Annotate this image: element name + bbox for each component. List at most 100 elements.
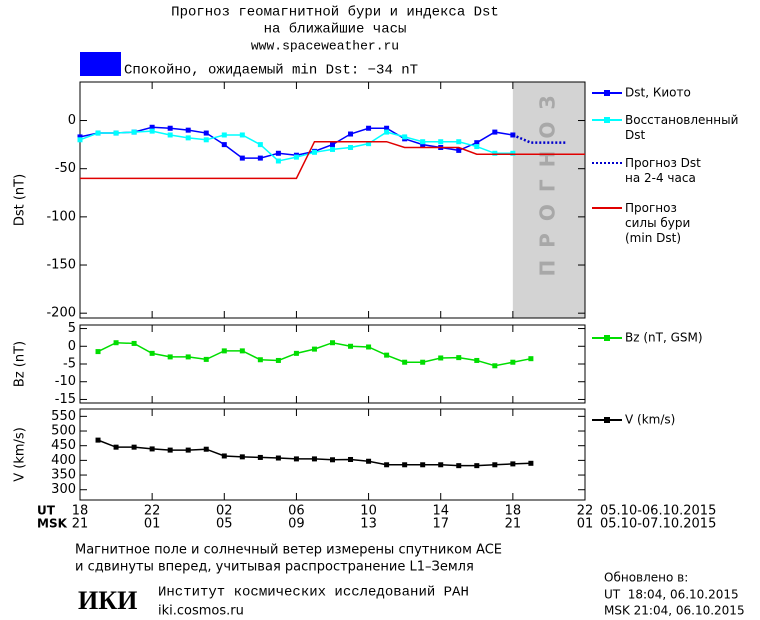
y-tick-label: 450: [51, 438, 76, 453]
x-tick-label: 06: [288, 504, 305, 519]
url: www.spaceweather.ru: [251, 38, 399, 53]
y-tick-label: 350: [51, 468, 76, 483]
data-point: [420, 139, 426, 145]
y-axis-label: Bz (nT): [13, 341, 28, 387]
ut-label: UT: [37, 504, 56, 518]
x-tick-label-msk: 09: [288, 517, 305, 532]
x-tick-label-msk: 17: [432, 517, 449, 532]
data-point: [510, 359, 516, 365]
x-tick-label-msk: 21: [72, 517, 89, 532]
data-point: [203, 137, 209, 143]
data-point: [185, 135, 191, 141]
data-point: [77, 134, 83, 140]
data-point: [311, 346, 317, 352]
data-point: [402, 359, 408, 365]
data-point: [456, 355, 462, 361]
data-point: [402, 134, 408, 140]
data-point: [420, 142, 426, 148]
y-tick-label: 300: [51, 482, 76, 497]
y-tick-label: -10: [55, 374, 76, 389]
legend-marker: [604, 90, 610, 96]
x-tick-label-msk: 05: [216, 517, 233, 532]
forecast-region: [512, 82, 585, 318]
data-point: [510, 461, 516, 467]
data-point: [203, 356, 209, 362]
legend-label: Восстановленный Dst: [625, 113, 738, 142]
data-point: [185, 447, 191, 453]
y-tick-label: -15: [55, 392, 76, 407]
legend-label: Прогноз Dst на 2-4 часа: [625, 156, 701, 185]
data-point: [95, 130, 101, 136]
data-point: [203, 446, 209, 452]
y-tick-label: 500: [51, 424, 76, 439]
data-point: [456, 463, 462, 469]
plot-frame: [79, 324, 586, 404]
data-point: [420, 462, 426, 468]
ut-range: 05.10-06.10.2015: [600, 504, 716, 519]
data-point: [384, 352, 390, 358]
data-point: [438, 139, 444, 145]
data-point: [221, 132, 227, 138]
plot-frame: [79, 81, 586, 319]
x-tick-label: 18: [72, 504, 89, 519]
x-tick-label: 14: [432, 504, 449, 519]
data-point: [275, 357, 281, 363]
updated-ut: UT 18:04, 06.10.2015: [604, 588, 739, 602]
x-tick-label-msk: 21: [505, 517, 522, 532]
legend-label: Bz (nT, GSM): [625, 331, 703, 345]
data-point: [131, 340, 137, 346]
data-point: [149, 128, 155, 134]
forecast-label: ПРОГНОЗ: [535, 83, 559, 276]
data-point: [257, 142, 263, 148]
x-tick-label: 10: [360, 504, 377, 519]
legend-marker: [604, 335, 610, 341]
data-point: [113, 340, 119, 346]
legend-label: V (km/s): [625, 413, 675, 427]
y-tick-label: -150: [46, 258, 76, 273]
data-point: [257, 357, 263, 363]
data-point: [366, 125, 372, 131]
data-point: [167, 132, 173, 138]
status-box: [80, 52, 121, 76]
y-tick-label: -200: [46, 306, 76, 321]
data-point: [113, 130, 119, 136]
msk-label: MSK: [37, 517, 68, 531]
series-line: [512, 133, 567, 144]
data-point: [330, 146, 335, 152]
data-point: [95, 349, 101, 355]
data-point: [167, 354, 173, 360]
x-tick-label-msk: 13: [360, 517, 377, 532]
data-point: [456, 139, 462, 145]
data-point: [438, 355, 444, 361]
x-tick-label: 22: [577, 504, 594, 519]
data-point: [293, 350, 299, 356]
data-point: [348, 343, 354, 349]
data-point: [95, 437, 101, 443]
x-tick-label: 02: [216, 504, 233, 519]
series-line: [97, 439, 531, 467]
data-point: [257, 155, 263, 161]
data-point: [366, 344, 372, 350]
subtitle: на ближайшие часы: [264, 21, 407, 38]
data-point: [510, 150, 516, 156]
data-point: [149, 446, 155, 452]
data-point: [456, 147, 462, 153]
data-point: [384, 129, 390, 135]
y-tick-label: 0: [68, 113, 76, 128]
legend-label: Dst, Киото: [625, 86, 691, 100]
data-point: [474, 357, 480, 363]
data-point: [149, 350, 155, 356]
note: Магнитное поле и солнечный ветер измерен…: [75, 543, 502, 558]
data-point: [167, 125, 173, 131]
title: Прогноз геомагнитной бури и индекса Dst: [171, 4, 499, 21]
data-point: [348, 145, 354, 151]
data-point: [528, 356, 534, 362]
updated: Обновлено в:: [604, 571, 688, 585]
data-point: [348, 131, 354, 137]
data-point: [131, 129, 137, 135]
institute: Институт космических исследований РАН: [158, 584, 469, 601]
data-point: [113, 444, 119, 450]
legend-marker: [604, 417, 610, 423]
data-point: [221, 348, 227, 354]
data-point: [293, 456, 299, 462]
